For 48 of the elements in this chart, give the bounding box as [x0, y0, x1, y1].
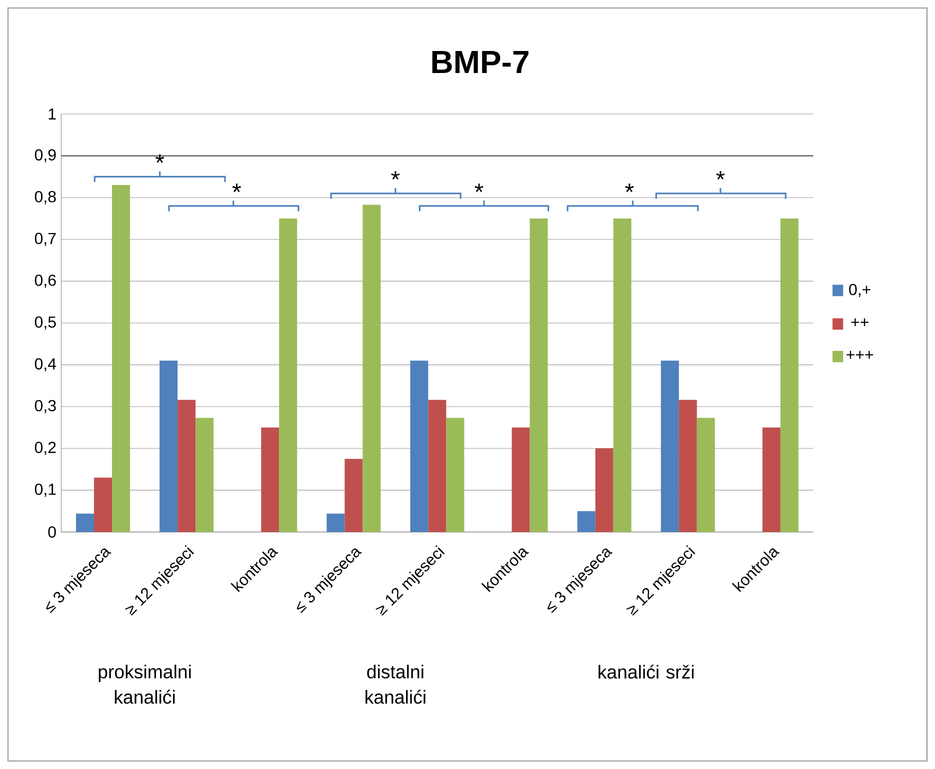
annotation: * — [232, 184, 241, 192]
y-tick-label: 1 — [48, 108, 56, 120]
bar — [530, 218, 548, 532]
bar — [577, 511, 596, 532]
legend-label: +++ — [846, 350, 874, 359]
bar — [696, 418, 715, 532]
bar — [613, 218, 632, 532]
bar — [410, 360, 428, 532]
bar — [279, 218, 298, 532]
bar — [160, 360, 178, 532]
annotation: * — [391, 171, 400, 180]
bar — [261, 428, 280, 532]
annotation: * — [156, 154, 164, 163]
bar — [678, 400, 697, 532]
bar — [595, 448, 614, 532]
annotation: * — [474, 184, 484, 192]
y-tick-label: 0,7 — [34, 232, 56, 246]
text: distalni kanalići — [366, 664, 426, 704]
legend-label: ++ — [851, 318, 868, 326]
bar — [112, 185, 130, 532]
y-tick-label: 0,6 — [34, 274, 56, 288]
bar — [660, 360, 679, 532]
y-tick-label: 0,1 — [34, 484, 56, 497]
annotation: * — [625, 184, 634, 192]
annotation: * — [716, 171, 725, 180]
bar — [196, 418, 214, 532]
bar — [780, 218, 798, 532]
y-tick-label: 0,2 — [34, 442, 56, 456]
bar — [178, 400, 196, 532]
y-tick-label: 0,5 — [34, 316, 56, 330]
y-tick-label: 0,3 — [34, 400, 56, 414]
legend-label: 0,+ — [849, 284, 870, 298]
text: kanalići srži — [598, 664, 694, 679]
y-tick-label: 0,9 — [34, 149, 56, 162]
chart-title: BMP-7 — [432, 50, 528, 74]
bar — [94, 478, 112, 532]
bar — [428, 400, 446, 532]
bar — [344, 458, 363, 532]
y-tick-label: 0,8 — [34, 190, 56, 204]
bar — [76, 514, 94, 532]
bar — [512, 428, 530, 532]
bar — [446, 418, 464, 532]
bar — [762, 428, 780, 532]
y-tick-label: 0,4 — [34, 358, 56, 372]
y-tick-label: 0 — [48, 526, 56, 538]
bar — [326, 514, 345, 532]
text: proksimalni kanalići — [98, 664, 191, 704]
bar — [362, 204, 381, 532]
